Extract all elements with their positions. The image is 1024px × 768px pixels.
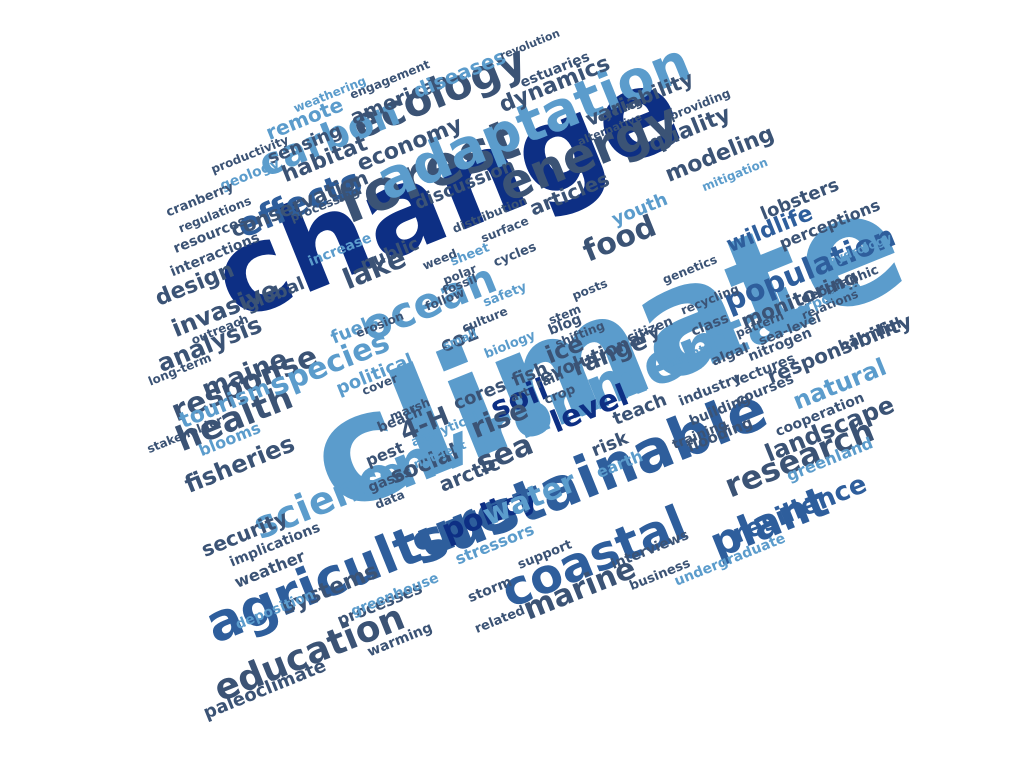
speech-bubble-shape bbox=[119, 58, 989, 731]
cloud-word: art bbox=[508, 384, 532, 404]
